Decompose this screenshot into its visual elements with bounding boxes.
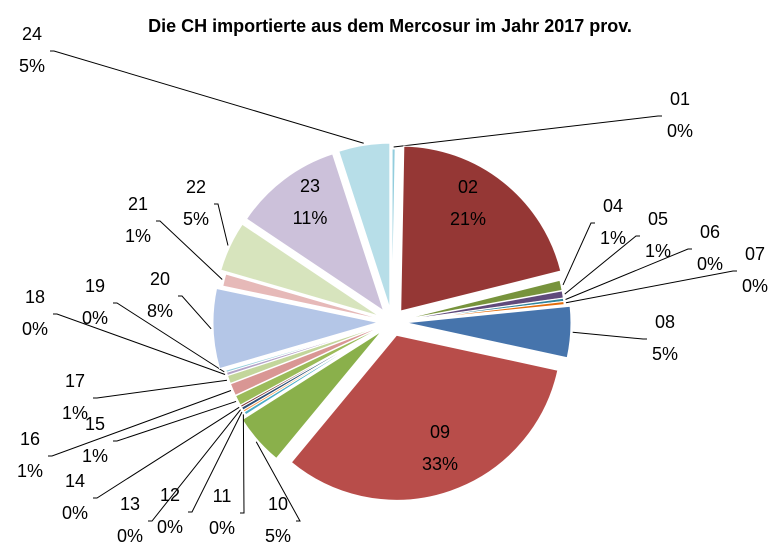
slice-category-label: 01 — [670, 89, 690, 109]
slice-value-label: 1% — [17, 461, 43, 481]
slice-category-label: 24 — [22, 24, 42, 44]
slice-value-label: 8% — [147, 301, 173, 321]
slice-value-label: 0% — [117, 526, 143, 546]
leader-line — [393, 115, 662, 148]
leader-line — [53, 313, 226, 375]
leader-line — [240, 414, 245, 514]
slice-category-label: 05 — [648, 209, 668, 229]
slice-value-label: 11% — [293, 208, 328, 228]
pie-slice — [290, 334, 559, 501]
leader-line — [572, 331, 647, 340]
pie-slice — [241, 330, 382, 460]
slice-category-label: 11 — [213, 486, 232, 506]
leader-line — [562, 222, 595, 286]
slice-category-label: 02 — [458, 177, 478, 197]
leader-line — [178, 295, 212, 330]
slice-category-label: 21 — [128, 194, 148, 214]
pie-slice — [405, 305, 572, 359]
leader-line — [255, 441, 301, 522]
pie-slice — [400, 145, 562, 312]
pie-slice — [399, 300, 565, 322]
slice-value-label: 0% — [209, 518, 235, 538]
slice-category-label: 13 — [120, 494, 140, 514]
slice-value-label: 1% — [82, 446, 108, 466]
slice-value-label: 5% — [183, 209, 209, 229]
slice-category-label: 07 — [745, 244, 765, 264]
slice-category-label: 19 — [85, 276, 105, 296]
slice-value-label: 21% — [450, 209, 486, 229]
leader-line — [565, 248, 692, 300]
slice-category-label: 15 — [85, 414, 105, 434]
slice-category-label: 08 — [655, 312, 675, 332]
slice-value-label: 1% — [62, 403, 88, 423]
leader-line — [156, 220, 223, 280]
leader-line — [93, 406, 240, 499]
leader-line — [188, 411, 243, 513]
slice-value-label: 0% — [667, 121, 693, 141]
leader-line — [113, 400, 237, 442]
chart-title: Die CH importierte aus dem Mercosur im J… — [148, 16, 632, 36]
slice-value-label: 1% — [600, 228, 626, 248]
slice-value-label: 0% — [82, 308, 108, 328]
pie-slice — [229, 324, 385, 397]
slice-value-label: 5% — [652, 344, 678, 364]
slice-value-label: 0% — [62, 503, 88, 523]
slice-value-label: 33% — [422, 454, 458, 474]
leader-line — [113, 302, 225, 373]
slice-category-label: 23 — [300, 176, 320, 196]
pie-slice — [212, 287, 379, 370]
slice-value-label: 0% — [157, 517, 183, 537]
slice-category-label: 04 — [603, 196, 623, 216]
slice-value-label: 0% — [742, 276, 768, 296]
slice-category-label: 10 — [268, 494, 288, 514]
pie-slice — [391, 148, 396, 315]
pie-slice — [338, 142, 391, 309]
slice-category-label: 18 — [25, 287, 45, 307]
slice-value-label: 5% — [19, 56, 45, 76]
pie-slice — [234, 325, 386, 406]
leader-line — [48, 390, 232, 457]
slice-value-label: 5% — [265, 526, 291, 546]
leader-line — [148, 409, 241, 522]
slice-category-label: 09 — [430, 422, 450, 442]
pie-slice — [225, 323, 385, 373]
leader-line — [214, 203, 229, 246]
slice-category-label: 14 — [65, 471, 85, 491]
leader-line — [93, 379, 228, 399]
pie-slice — [220, 223, 380, 317]
pie-slice — [245, 153, 385, 313]
slice-category-label: 20 — [150, 269, 170, 289]
slice-category-label: 17 — [65, 371, 85, 391]
slice-category-label: 12 — [160, 485, 180, 505]
slice-category-label: 06 — [700, 222, 720, 242]
slice-value-label: 1% — [645, 241, 671, 261]
leader-line — [50, 50, 364, 144]
slice-category-label: 22 — [186, 177, 206, 197]
slice-category-label: 16 — [20, 429, 40, 449]
slice-value-label: 0% — [697, 254, 723, 274]
leader-line — [565, 270, 737, 304]
slice-value-label: 1% — [125, 226, 151, 246]
slice-value-label: 0% — [22, 319, 48, 339]
pie-slice — [222, 273, 385, 321]
leader-line — [564, 235, 640, 295]
